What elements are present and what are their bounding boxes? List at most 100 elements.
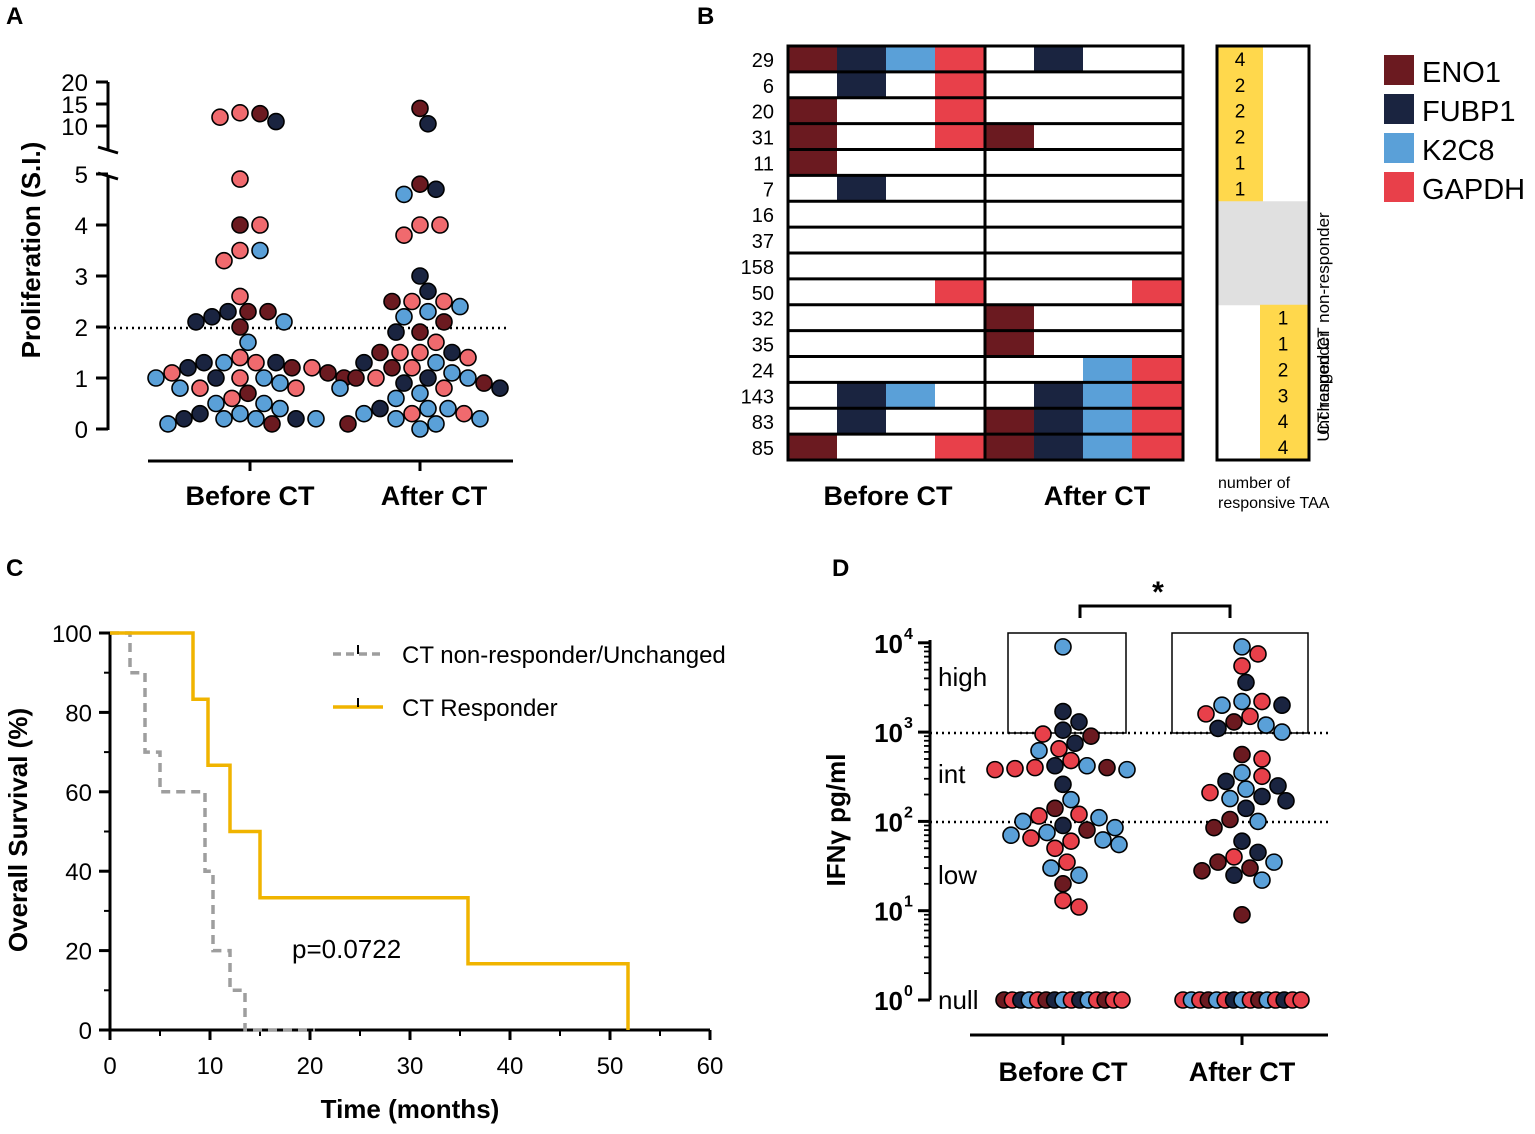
taa-count: 4 [1278, 412, 1289, 433]
panel-a-point [443, 364, 461, 382]
panel-b-status-bars [1217, 46, 1309, 461]
panel-d-point [1241, 707, 1259, 726]
panel-d-point [1070, 713, 1088, 731]
heatmap-cell [788, 434, 837, 460]
patient-id: 20 [752, 102, 774, 124]
heatmap-cell [837, 382, 886, 409]
antigen-legend: ENO1 FUBP1 K2C8 GAPDH [1384, 55, 1525, 206]
status-bar-nonresponder [1217, 175, 1263, 202]
patient-id: 35 [752, 335, 774, 357]
panel-a-point [391, 343, 409, 362]
panel-a-ytick-label: 4 [75, 213, 88, 240]
panel-a-point [267, 353, 285, 372]
panel-a-point [251, 241, 269, 260]
panel-d-point [1070, 805, 1088, 824]
patient-id: 143 [741, 386, 774, 408]
panel-a-point [239, 333, 257, 352]
status-bar-responder [1260, 356, 1309, 383]
panel-a-point [239, 384, 257, 403]
panel-d-point [1265, 853, 1283, 871]
panel-d-point [1237, 799, 1255, 818]
panel-a-point [403, 404, 421, 423]
panel-a-point [439, 399, 457, 418]
panel-letter-a: A [6, 3, 23, 30]
panel-d-point [1014, 812, 1032, 831]
panel-d-point [1257, 716, 1275, 734]
heatmap-cell [1034, 382, 1083, 409]
panel-a-axis-break-top [97, 145, 119, 155]
panel-d-ytick-exponent: 1 [904, 894, 913, 911]
patient-id: 6 [763, 76, 774, 98]
panel-d-point [1094, 831, 1112, 849]
panel-a-point [207, 369, 225, 387]
status-bar-responder [1260, 434, 1309, 461]
panel-d-point [1054, 638, 1072, 656]
panel-a-ytick-label: 3 [75, 264, 88, 291]
panel-a-point [231, 369, 249, 387]
panel-a-point [283, 358, 301, 377]
panel-b-group-before: Before CT [823, 481, 953, 511]
panel-d-point [1233, 832, 1251, 851]
taa-count: 2 [1235, 102, 1246, 123]
panel-a-point [231, 287, 249, 306]
status-bar-unchanged [1217, 201, 1309, 228]
panel-a-point [211, 108, 229, 126]
panel-b-group-after: After CT [1044, 481, 1151, 511]
panel-d-point [1062, 751, 1080, 770]
panel-a-point [159, 415, 177, 433]
heatmap-cell [985, 304, 1034, 331]
panel-a-point [247, 409, 265, 428]
heatmap-cell [1034, 434, 1083, 460]
panel-d-point [1006, 759, 1024, 778]
panel-c-ytick-label: 0 [79, 1018, 92, 1045]
panel-d-category-low: low [938, 860, 977, 890]
panel-a-point [427, 353, 445, 372]
panel-d-group-after: After CT [1189, 1057, 1296, 1087]
panel-d-point [1098, 758, 1116, 777]
panel-d-point [1054, 875, 1072, 893]
panel-d-ylabel: IFNγ pg/ml [821, 754, 851, 887]
panel-a-point [355, 404, 373, 423]
panel-a-point [255, 369, 273, 387]
panel-a-point [431, 216, 449, 234]
panel-a-point [367, 369, 385, 387]
patient-id: 158 [741, 257, 774, 279]
heatmap-cell [1083, 434, 1132, 460]
heatmap-cell [935, 71, 986, 98]
panel-a-point [403, 292, 421, 311]
panel-a-point [491, 379, 509, 398]
panel-a-point [411, 175, 429, 193]
panel-d-significance-star: * [1152, 576, 1164, 609]
panel-a-point [231, 104, 249, 122]
panel-c-xtick-label: 60 [697, 1053, 724, 1080]
status-bar-nonresponder [1217, 46, 1263, 73]
panel-d-ytick-label: 10 [874, 718, 903, 748]
panel-a-point [207, 394, 225, 413]
panel-a-point [247, 353, 265, 372]
panel-a-ytick-label: 1 [75, 366, 88, 393]
side-label-responder: CT responder [1314, 331, 1333, 435]
panel-a-point [215, 251, 233, 270]
panel-c-xtick-label: 50 [597, 1053, 624, 1080]
panel-a-point [191, 404, 209, 423]
panel-b-footnote-1: number of [1218, 475, 1291, 492]
panel-a-point [275, 313, 293, 331]
panel-d-point [1070, 898, 1088, 916]
patient-id: 83 [752, 412, 774, 434]
panel-c-pvalue: p=0.0722 [292, 934, 401, 964]
heatmap-cell [886, 46, 935, 72]
heatmap-cell [837, 71, 886, 98]
panel-a-point [287, 379, 305, 398]
patient-id: 85 [752, 438, 774, 460]
panel-a-point [475, 374, 493, 392]
panel-d-point [1213, 696, 1231, 715]
panel-a-point [411, 420, 429, 438]
panel-a-point [339, 415, 357, 433]
panel-a-ytick-label: 10 [61, 114, 88, 141]
patient-id: 11 [753, 153, 774, 175]
panel-d-point [1225, 848, 1243, 866]
panel-d-point [1042, 859, 1060, 877]
panel-d-point [1090, 808, 1108, 827]
